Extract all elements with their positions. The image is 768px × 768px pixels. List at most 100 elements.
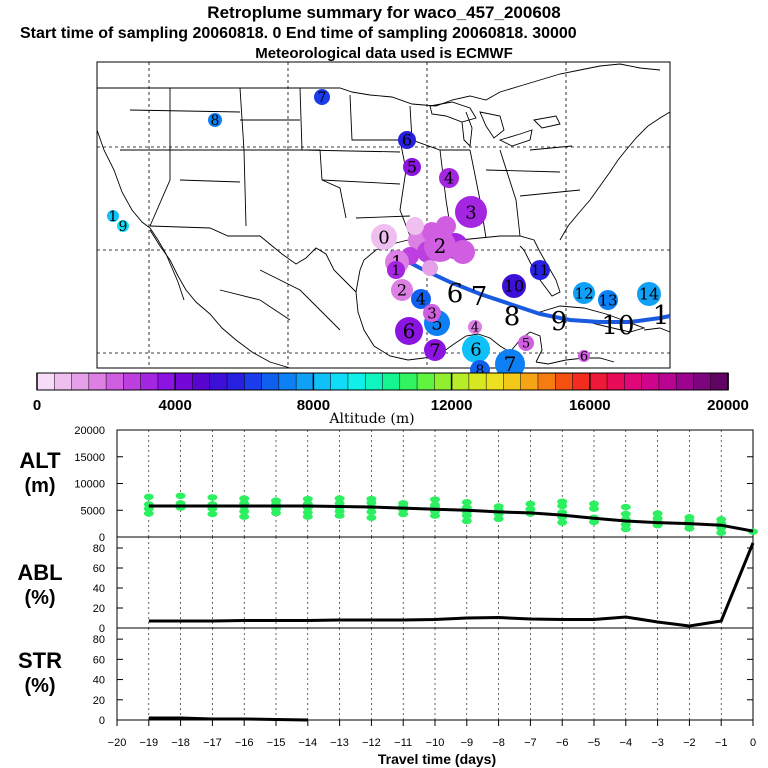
colorbar-segment <box>485 372 505 391</box>
x-tick-label: −13 <box>330 737 349 749</box>
map-point-label: 7 <box>504 352 517 376</box>
map-point <box>117 220 129 232</box>
altitude-particle-point <box>652 510 663 517</box>
map-point <box>387 261 405 279</box>
colorbar-segment <box>330 372 349 391</box>
altitude-particle-point <box>143 493 154 501</box>
colorbar-segment <box>71 372 90 391</box>
altitude-particle-point <box>271 509 281 517</box>
x-tick-label: −11 <box>394 737 412 749</box>
map-point <box>462 335 490 363</box>
colorbar-segment <box>278 372 297 391</box>
map-point <box>502 274 526 298</box>
chart-title: Retroplume summary for waco_457_200608 <box>207 3 561 22</box>
map-point <box>398 131 416 149</box>
map-point-label: 3 <box>465 202 476 223</box>
panel-label: STR <box>18 648 62 673</box>
altitude-particle-point <box>430 512 440 519</box>
colorbar-segment <box>451 372 470 391</box>
map-point <box>439 168 459 188</box>
panel-unit: (m) <box>24 475 55 497</box>
colorbar-segment <box>364 372 384 391</box>
x-tick-label: −16 <box>235 737 254 749</box>
colorbar-segment <box>434 372 453 391</box>
colorbar-segment <box>641 372 660 391</box>
colorbar-tick-label: 0 <box>33 397 41 414</box>
map-point-label: 8 <box>476 363 485 379</box>
altitude-particle-point <box>207 510 218 518</box>
colorbar-segment <box>174 372 194 391</box>
map-panel: 0123456781967543216784561011121314 67891… <box>96 61 671 380</box>
x-tick-label: −6 <box>556 737 569 749</box>
colorbar-segment <box>658 372 677 391</box>
abl-series-line <box>148 542 755 628</box>
altitude-particle-point <box>366 508 377 516</box>
trajectory-day-label: 8 <box>504 302 521 332</box>
map-point <box>208 113 222 127</box>
colorbar-segment <box>416 372 436 391</box>
colorbar-segment <box>226 372 246 391</box>
colorbar-segment <box>589 372 608 391</box>
altitude-particle-point <box>239 495 250 502</box>
map-point-label: 5 <box>522 337 530 352</box>
x-tick-label: −3 <box>651 737 664 749</box>
map-cluster-blob <box>422 260 438 276</box>
x-tick-label: 0 <box>750 737 756 749</box>
colorbar-tick-label: 12000 <box>431 397 473 414</box>
x-tick-label: −4 <box>620 737 633 749</box>
map-point-label: 8 <box>211 113 220 129</box>
altitude-particle-point <box>716 529 727 536</box>
altitude-particle-point <box>589 500 599 508</box>
map-point-label: 7 <box>429 340 440 361</box>
colorbar-segment <box>693 372 712 391</box>
map-point-label: 9 <box>119 219 128 235</box>
colorbar-segment <box>313 372 332 391</box>
altitude-particle-point <box>461 512 472 519</box>
colorbar-segment <box>382 372 401 391</box>
panel-label: ALT <box>19 448 61 473</box>
map-point-label: 6 <box>470 339 481 360</box>
altitude-particle-point <box>398 510 409 518</box>
y-tick-label: 0 <box>99 715 105 727</box>
y-tick-label: 80 <box>93 543 105 555</box>
altitude-particle-point <box>461 517 472 525</box>
colorbar-segment <box>624 372 643 391</box>
colorbar-segment <box>88 372 107 391</box>
panel-abl: 80 60 40 20 0 ABL(%) <box>17 536 755 635</box>
colorbar-segment <box>675 372 695 391</box>
x-tick-label: −8 <box>492 737 505 749</box>
trajectory-day-label: 7 <box>471 282 488 312</box>
colorbar-tick-label: 20000 <box>707 397 749 414</box>
altitude-particle-point <box>620 510 631 518</box>
map-point-label: 4 <box>444 169 454 188</box>
map-point-label: 10 <box>504 277 524 296</box>
y-tick-label: 40 <box>93 675 105 687</box>
colorbar-segment <box>192 372 211 391</box>
x-tick-label: −17 <box>203 737 222 749</box>
panel-unit: (%) <box>24 587 55 609</box>
colorbar-segment <box>503 372 522 391</box>
map-points: 0123456781967543216784561011121314 <box>107 89 661 380</box>
colorbar-ticks: 0 4000 8000 12000 16000 20000 <box>33 373 749 414</box>
altitude-particle-point <box>525 500 536 508</box>
map-cluster-blob <box>406 217 424 235</box>
x-axis-label: Travel time (days) <box>378 751 496 767</box>
map-point <box>107 210 119 222</box>
map-point <box>423 304 441 322</box>
map-point <box>468 320 482 334</box>
map-point-label: 6 <box>402 131 412 150</box>
y-tick-label: 60 <box>93 563 105 575</box>
colorbar-segment <box>572 372 591 391</box>
map-point <box>403 158 421 176</box>
altitude-colorbar <box>36 372 729 391</box>
colorbar-label: Altitude (m) <box>328 411 414 427</box>
colorbar-segment <box>295 372 315 391</box>
altitude-particle-point <box>557 502 568 510</box>
y-tick-label: 5000 <box>81 505 105 517</box>
altitude-particle-point <box>366 514 377 521</box>
map-point <box>455 196 487 228</box>
map-point-label: 5 <box>407 158 417 177</box>
colorbar-segment <box>606 372 626 391</box>
trajectory-path <box>389 250 671 324</box>
